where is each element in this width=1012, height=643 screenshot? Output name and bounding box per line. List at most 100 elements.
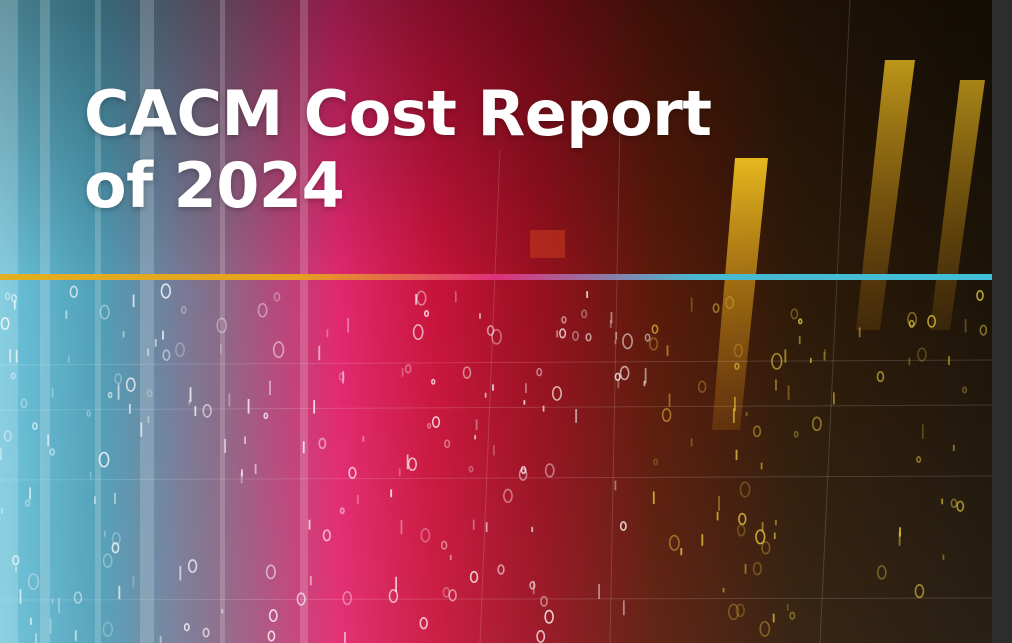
digit-glyph	[189, 387, 192, 402]
digit-glyph	[787, 385, 790, 400]
digit-glyph	[908, 319, 915, 328]
digit-glyph	[29, 487, 31, 500]
digit-glyph	[47, 434, 50, 447]
digit-glyph	[652, 491, 655, 505]
digit-glyph	[94, 496, 96, 505]
digit-glyph	[586, 291, 589, 298]
digit-glyph	[159, 635, 162, 643]
digit-glyph	[74, 630, 77, 641]
digit-glyph	[49, 618, 52, 634]
digit-glyph	[400, 520, 403, 535]
digit-glyph	[690, 297, 693, 312]
digit-glyph	[786, 603, 789, 611]
digit-glyph	[643, 380, 646, 387]
digit-glyph	[832, 392, 835, 405]
digit-glyph	[442, 586, 451, 598]
digit-glyph	[147, 348, 150, 356]
digit-glyph	[551, 385, 563, 401]
digit-glyph	[790, 308, 799, 320]
digit-glyph	[727, 603, 740, 621]
digit-glyph	[272, 341, 285, 359]
digit-glyph	[348, 466, 357, 479]
digit-glyph	[188, 399, 191, 405]
title: CACM Cost Report of 2024	[84, 78, 712, 222]
digit-glyph	[344, 632, 346, 643]
digit-glyph	[202, 404, 212, 418]
digit-glyph	[575, 409, 578, 423]
digit-glyph	[491, 328, 502, 345]
digit-glyph	[257, 302, 268, 318]
digit-glyph	[472, 519, 475, 530]
digit-glyph	[162, 349, 171, 361]
digit-glyph	[128, 403, 131, 414]
digit-glyph	[622, 333, 633, 350]
digit-glyph	[876, 371, 885, 383]
digit-glyph	[503, 488, 513, 504]
divider-rule	[0, 274, 992, 280]
digit-glyph	[15, 349, 18, 363]
digit-glyph	[240, 472, 243, 484]
digit-glyph	[440, 540, 448, 550]
digit-glyph	[536, 630, 546, 643]
digit-glyph	[431, 378, 436, 385]
digit-glyph	[423, 310, 430, 317]
digit-glyph	[725, 296, 735, 310]
digit-glyph	[485, 522, 488, 532]
digit-glyph	[525, 383, 527, 393]
digit-glyph	[268, 609, 278, 623]
digit-glyph	[716, 511, 719, 521]
digit-glyph	[15, 567, 17, 572]
digit-glyph	[979, 324, 988, 336]
digit-glyph	[273, 292, 281, 302]
digit-glyph	[759, 620, 771, 637]
digit-glyph	[51, 387, 54, 398]
digit-glyph	[102, 553, 113, 568]
digit-glyph	[51, 598, 54, 604]
digit-glyph	[406, 454, 409, 470]
digit-glyph	[244, 436, 246, 444]
digit-glyph	[347, 317, 350, 333]
digit-glyph	[771, 352, 783, 370]
digit-glyph	[484, 392, 487, 398]
digit-glyph	[49, 448, 55, 456]
digit-glyph	[449, 554, 452, 560]
digit-glyph	[32, 422, 38, 431]
digit-glyph	[426, 422, 432, 429]
digit-glyph	[224, 438, 227, 453]
digit-glyph	[25, 499, 31, 507]
digit-glyph	[111, 532, 121, 546]
digit-glyph	[921, 424, 924, 440]
digit-glyph	[823, 349, 826, 354]
digit-glyph	[738, 512, 747, 526]
digit-glyph	[976, 289, 984, 301]
digit-glyph	[412, 324, 424, 341]
digit-glyph	[745, 411, 748, 417]
digit-glyph	[20, 398, 28, 409]
digit-glyph	[718, 495, 720, 511]
digit-glyph	[561, 315, 567, 324]
digit-glyph	[147, 416, 150, 424]
digit-glyph	[111, 542, 120, 554]
digit-glyph	[858, 327, 861, 338]
digit-glyph	[114, 492, 116, 505]
digit-glyph	[162, 330, 164, 340]
digit-glyph	[668, 534, 680, 551]
digit-glyph	[35, 633, 37, 643]
digit-glyph	[122, 331, 125, 338]
digit-glyph	[395, 576, 398, 593]
digit-glyph	[263, 412, 269, 420]
digit-glyph	[622, 600, 625, 616]
digit-glyph	[356, 495, 359, 505]
digit-glyph	[30, 617, 32, 625]
digit-glyph	[228, 393, 231, 407]
digit-glyph	[146, 389, 153, 398]
digit-glyph	[789, 611, 796, 620]
digit-glyph	[581, 309, 588, 319]
digit-glyph	[697, 380, 707, 393]
light-stripes	[0, 0, 308, 643]
digit-glyph	[342, 371, 345, 384]
digit-glyph	[140, 422, 143, 437]
digit-glyph	[401, 368, 404, 377]
digit-glyph	[773, 532, 776, 540]
